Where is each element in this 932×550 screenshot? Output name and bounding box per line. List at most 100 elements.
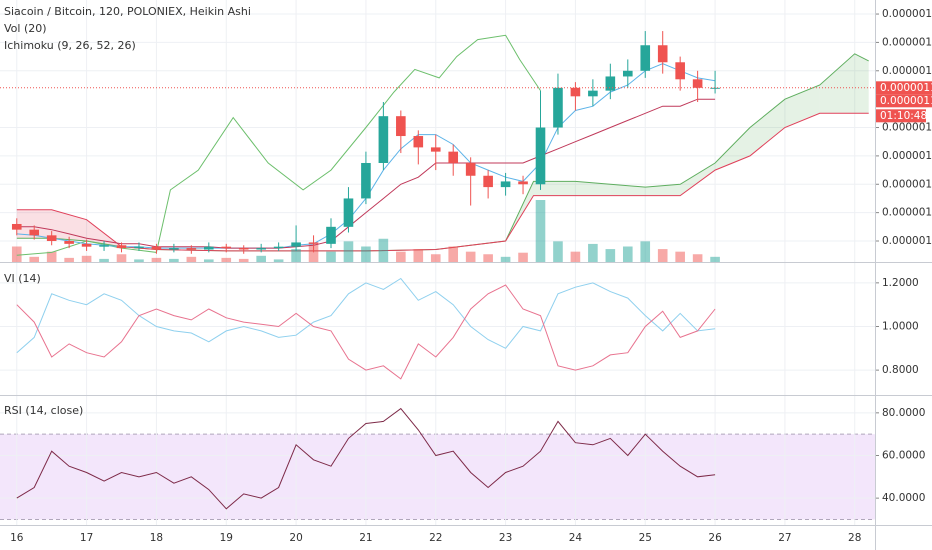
candle-body bbox=[570, 87, 581, 97]
indicator-label: Vol (20) bbox=[4, 22, 47, 35]
y-tick-label: 0.00000110 bbox=[882, 122, 932, 134]
volume-bar bbox=[273, 259, 284, 262]
y-tick-label: 80.0000 bbox=[882, 407, 925, 419]
candle-body bbox=[588, 90, 598, 97]
volume-bar bbox=[553, 241, 563, 262]
volume-bar bbox=[692, 254, 703, 262]
candle-body bbox=[291, 242, 301, 247]
volume-bar bbox=[64, 257, 74, 262]
volume-bar bbox=[343, 241, 354, 262]
lagging-line bbox=[16, 34, 541, 256]
volume-bar bbox=[518, 252, 528, 262]
volume-bar bbox=[361, 246, 371, 262]
candle-body bbox=[640, 45, 651, 71]
x-tick-label: 24 bbox=[569, 532, 583, 544]
volume-bar bbox=[413, 249, 424, 262]
y-tick-label: 0.00000114 bbox=[882, 65, 932, 77]
volume-bar bbox=[588, 243, 598, 262]
volume-bar bbox=[291, 249, 301, 262]
candle-body bbox=[710, 87, 720, 89]
volume-bar bbox=[46, 251, 57, 262]
cloud-fill bbox=[854, 53, 869, 114]
cloud-fill bbox=[610, 184, 646, 196]
price-label: 0.00000113 bbox=[880, 82, 932, 94]
x-tick-label: 23 bbox=[499, 532, 512, 544]
volume-bar bbox=[238, 258, 249, 262]
candle-body bbox=[500, 181, 511, 188]
candle-body bbox=[465, 162, 476, 176]
volume-bar bbox=[657, 249, 668, 262]
y-tick-label: 0.00000106 bbox=[882, 178, 932, 190]
candle-body bbox=[430, 147, 441, 152]
candle-body bbox=[186, 248, 197, 250]
candle-body bbox=[221, 246, 232, 249]
cloud-fill bbox=[784, 85, 820, 128]
y-tick-label: 0.00000118 bbox=[882, 8, 932, 20]
x-tick-label: 26 bbox=[708, 532, 722, 544]
pane-title: RSI (14, close) bbox=[4, 404, 83, 417]
y-tick-label: 0.00000108 bbox=[882, 150, 932, 162]
candle-body bbox=[134, 246, 144, 249]
volume-bar bbox=[605, 249, 616, 262]
candle-body bbox=[11, 223, 22, 230]
indicator-label: Ichimoku (9, 26, 52, 26) bbox=[4, 39, 136, 52]
x-tick-label: 21 bbox=[359, 532, 372, 544]
volume-bar bbox=[465, 251, 476, 262]
candle-body bbox=[64, 241, 74, 244]
rsi-line bbox=[16, 407, 716, 510]
candle-body bbox=[553, 87, 563, 128]
volume-bar bbox=[11, 246, 22, 262]
cloud-fill bbox=[16, 209, 52, 239]
cloud-fill bbox=[750, 99, 785, 156]
candle-body bbox=[361, 162, 371, 199]
candle-body bbox=[413, 136, 424, 148]
volume-bar bbox=[116, 254, 127, 262]
volume-bar bbox=[134, 259, 144, 262]
candle-body bbox=[308, 242, 319, 244]
candle-body bbox=[256, 248, 266, 250]
volume-bar bbox=[169, 258, 179, 262]
volume-bar bbox=[326, 251, 336, 262]
y-tick-label: 60.0000 bbox=[882, 449, 925, 461]
volume-bar bbox=[448, 246, 459, 262]
candle-body bbox=[203, 246, 214, 250]
x-tick-label: 19 bbox=[220, 532, 233, 544]
candle-body bbox=[396, 116, 406, 137]
volume-bar bbox=[622, 246, 633, 262]
cloud-fill bbox=[715, 127, 750, 171]
candle-body bbox=[151, 246, 162, 250]
volume-bar bbox=[256, 255, 266, 262]
candle-body bbox=[81, 243, 92, 247]
candle-body bbox=[483, 175, 493, 188]
y-tick-label: 0.00000102 bbox=[882, 235, 932, 247]
vi-plus-line bbox=[16, 277, 716, 354]
volume-bar bbox=[378, 238, 389, 262]
candle-body bbox=[518, 181, 528, 185]
candle-body bbox=[657, 45, 668, 63]
rsi-band bbox=[0, 434, 875, 520]
candle-body bbox=[116, 245, 127, 249]
volume-bar bbox=[710, 256, 720, 262]
cloud-fill bbox=[575, 181, 611, 196]
countdown: 01:10:48 bbox=[880, 110, 927, 122]
volume-bar bbox=[29, 256, 40, 262]
y-tick-label: 1.2000 bbox=[882, 277, 919, 289]
y-tick-label: 0.00000104 bbox=[882, 207, 932, 219]
volume-bar bbox=[308, 243, 319, 262]
candle-body bbox=[29, 229, 40, 236]
volume-bar bbox=[99, 258, 109, 262]
y-tick-label: 40.0000 bbox=[882, 492, 925, 504]
lead-b-line bbox=[16, 112, 869, 252]
candle-body bbox=[273, 246, 284, 249]
volume-bar bbox=[570, 251, 581, 262]
price-label: 0.00000113 bbox=[880, 95, 932, 107]
candle-body bbox=[605, 76, 616, 91]
x-tick-label: 27 bbox=[778, 532, 791, 544]
volume-bar bbox=[430, 254, 441, 262]
price-label-box bbox=[876, 81, 932, 95]
vi-minus-line bbox=[16, 284, 716, 380]
x-tick-label: 25 bbox=[639, 532, 652, 544]
volume-bar bbox=[203, 259, 214, 262]
volume-bar bbox=[500, 256, 511, 262]
